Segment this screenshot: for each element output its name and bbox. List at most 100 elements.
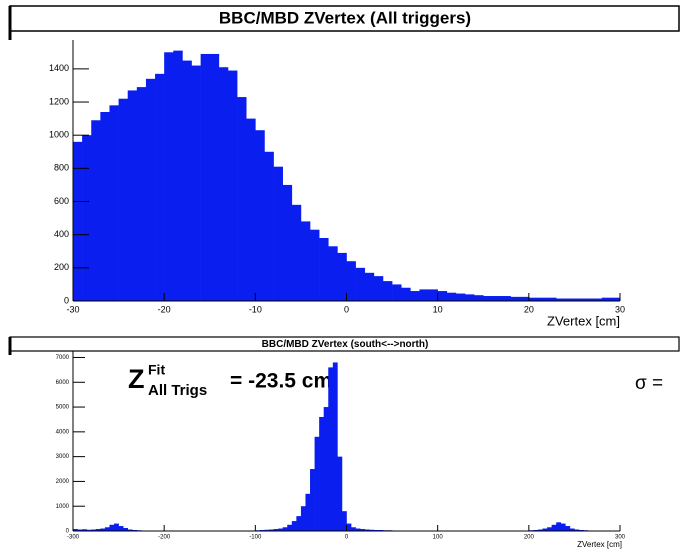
bar <box>273 529 279 531</box>
bar <box>314 436 320 531</box>
bar <box>519 296 530 301</box>
annotation: All Trigs <box>148 382 207 399</box>
bar <box>419 289 429 301</box>
bar <box>528 297 539 301</box>
bar <box>269 529 274 531</box>
bar <box>104 527 110 531</box>
x-tick-label: 20 <box>524 304 534 314</box>
bar <box>282 184 293 301</box>
x-tick-label: 30 <box>615 304 625 314</box>
x-tick-label: -10 <box>249 304 262 314</box>
bar <box>310 469 315 531</box>
bar <box>291 204 302 301</box>
y-tick-label: 200 <box>54 262 69 272</box>
bar <box>264 151 274 301</box>
bar <box>492 296 502 301</box>
bar <box>346 261 356 301</box>
y-tick-label: 0 <box>66 529 70 535</box>
bar <box>355 267 366 301</box>
x-tick-label: 0 <box>344 304 349 314</box>
bar <box>123 528 128 531</box>
bar <box>173 50 183 301</box>
bar <box>601 297 612 301</box>
bar <box>127 529 133 531</box>
bar <box>337 456 343 531</box>
bar <box>455 293 466 301</box>
bar <box>77 529 83 531</box>
bar <box>237 97 247 301</box>
bar <box>255 130 265 301</box>
bar <box>209 53 220 301</box>
bar <box>91 529 97 531</box>
bar <box>86 529 92 531</box>
bar <box>328 367 334 531</box>
y-tick-label: 1000 <box>49 130 69 140</box>
y-tick-label: 2000 <box>56 479 70 485</box>
bar <box>145 78 156 301</box>
bar <box>583 298 593 301</box>
annotation: Z <box>128 364 145 394</box>
bar <box>136 87 147 301</box>
bar <box>73 141 83 301</box>
bar <box>382 281 393 301</box>
bar <box>537 297 548 301</box>
bar <box>191 65 201 301</box>
chart-title: BBC/MBD ZVertex (All triggers) <box>219 8 471 27</box>
bar <box>118 526 124 531</box>
x-tick-label: -30 <box>66 304 79 314</box>
bar <box>296 516 302 531</box>
bar <box>278 528 283 531</box>
bar <box>82 529 87 531</box>
bar <box>364 272 375 301</box>
chart-title: BBC/MBD ZVertex (south<-->north) <box>262 339 429 350</box>
bar <box>305 493 311 531</box>
bar <box>273 166 283 301</box>
bar <box>446 292 457 301</box>
y-tick-label: 1000 <box>56 504 70 510</box>
bar <box>332 362 338 531</box>
bar <box>109 105 119 301</box>
bar <box>551 524 557 531</box>
bar <box>474 295 484 301</box>
bar <box>560 523 566 531</box>
bar <box>291 521 297 531</box>
bar <box>300 221 311 301</box>
bar <box>565 298 575 301</box>
x-tick-label: 0 <box>345 535 349 541</box>
x-tick-label: 300 <box>615 535 626 541</box>
bar <box>182 60 192 302</box>
y-tick-label: 7000 <box>56 355 70 361</box>
bar <box>392 284 402 301</box>
bar <box>410 291 420 301</box>
bar <box>227 70 238 302</box>
bar <box>155 73 165 302</box>
bar <box>351 527 356 531</box>
bar <box>282 527 288 531</box>
bar <box>310 229 320 301</box>
bar <box>82 135 92 301</box>
y-tick-label: 5000 <box>56 405 70 411</box>
annotation: σ = <box>635 373 663 394</box>
bar <box>547 527 552 531</box>
x-tick-label: -20 <box>158 304 171 314</box>
bar <box>556 298 566 301</box>
bar <box>200 53 211 301</box>
bar <box>100 528 106 531</box>
y-tick-label: 6000 <box>56 380 70 386</box>
bar <box>574 529 580 531</box>
bar <box>91 120 101 301</box>
y-tick-label: 400 <box>54 229 69 239</box>
bar <box>328 246 338 301</box>
bar <box>319 237 329 301</box>
bar <box>264 529 270 531</box>
bar <box>355 528 361 531</box>
bar <box>510 296 521 301</box>
y-tick-label: 3000 <box>56 454 70 460</box>
bar <box>114 523 119 531</box>
bar <box>428 289 438 301</box>
title-box <box>9 5 680 32</box>
bar <box>95 529 101 531</box>
bar <box>73 529 78 531</box>
bar <box>565 526 571 531</box>
